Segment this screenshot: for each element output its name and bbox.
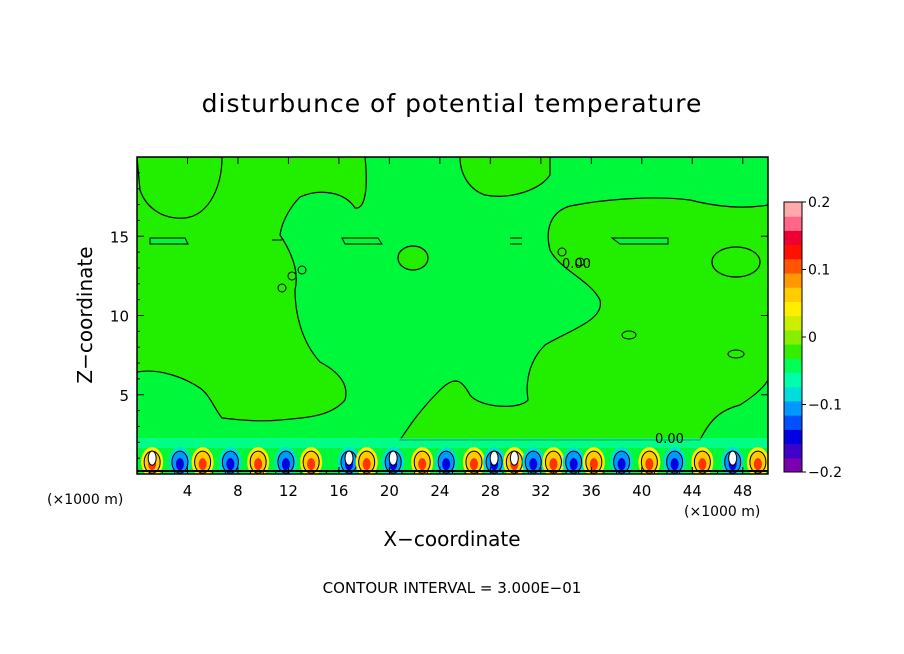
cell-core: [281, 458, 290, 471]
colorbar-label: −0.2: [808, 465, 842, 481]
cell-core: [529, 458, 538, 471]
cell-core: [307, 458, 316, 471]
x-tick-label: 40: [632, 482, 651, 500]
cell-core: [226, 458, 235, 471]
x-tick-label: 32: [531, 482, 550, 500]
x-unit-right: (×1000 m): [684, 504, 760, 520]
surface-band: [137, 438, 768, 448]
cell-core: [549, 458, 558, 471]
cell-core: [175, 458, 184, 471]
cell-core: [753, 458, 762, 471]
cell-peak: [509, 450, 519, 466]
y-tick-label: 15: [110, 228, 129, 246]
colorbar-label: 0.1: [808, 263, 830, 279]
x-tick-label: 24: [430, 482, 449, 500]
y-tick-label: 5: [119, 387, 129, 405]
field-region-center: [137, 157, 768, 474]
x-axis-label: X−coordinate: [383, 527, 520, 551]
x-tick-label: 28: [481, 482, 500, 500]
surface-cells: [137, 447, 768, 474]
slab: [610, 237, 669, 245]
x-axis: 4 8 12 16 20 24 28 32 36 40 44 48: [149, 157, 756, 500]
cell-core: [569, 458, 578, 471]
colorbar-swatch: [784, 415, 802, 430]
slab: [341, 237, 383, 245]
cell-core: [645, 458, 654, 471]
colorbar-swatch: [784, 400, 802, 416]
colorbar-label: 0.2: [808, 195, 830, 211]
contour-interval-note: CONTOUR INTERVAL = 3.000E−01: [323, 579, 582, 597]
colorbar-swatch: [784, 386, 802, 402]
colorbar-swatch: [784, 329, 802, 345]
x-tick-label: 4: [183, 482, 193, 500]
field-region-top-left: [137, 157, 223, 219]
colorbar-swatch: [784, 230, 802, 246]
colorbar-swatch: [784, 429, 802, 445]
contour-loop: [575, 257, 585, 267]
cell-core: [698, 458, 707, 471]
y-axis: 5 10 15: [110, 172, 768, 459]
contour-label: 0.00: [562, 257, 591, 272]
cell-core: [589, 458, 598, 471]
slab: [149, 237, 189, 245]
colorbar-swatch: [784, 216, 802, 231]
chart-title: disturbunce of potential temperature: [202, 89, 703, 118]
colorbar-swatch: [784, 301, 802, 317]
contour-loop: [297, 265, 307, 275]
contour-loop: [621, 330, 637, 340]
cell-peak: [489, 450, 499, 466]
colorbar-swatch: [784, 372, 802, 388]
cell-core: [617, 458, 626, 471]
x-tick-label: 20: [380, 482, 399, 500]
contour-loop: [277, 283, 287, 293]
cell-core: [418, 458, 427, 471]
colorbar-label: −0.1: [808, 398, 842, 414]
cell-core: [469, 458, 478, 471]
colorbar-swatch: [784, 457, 802, 473]
y-tick-label: 10: [110, 308, 129, 326]
colorbar-swatch: [784, 358, 802, 374]
colorbar: 0.2 0.1 0 −0.1 −0.2: [783, 195, 842, 481]
x-tick-label: 48: [733, 482, 752, 500]
cell-core: [198, 458, 207, 471]
colorbar-swatch: [784, 443, 802, 459]
colorbar-swatch: [784, 287, 802, 302]
x-tick-label: 12: [279, 482, 298, 500]
cell-peak: [344, 450, 354, 466]
colorbar-swatch: [784, 258, 802, 274]
colorbar-swatch: [784, 202, 802, 217]
colorbar-swatch: [784, 344, 802, 359]
x-unit-left: (×1000 m): [47, 492, 123, 508]
colorbar-swatch: [784, 315, 802, 331]
contour-loop: [397, 245, 429, 271]
cell-core: [442, 458, 451, 471]
cell-peak: [388, 450, 398, 466]
colorbar-label: 0: [808, 330, 817, 346]
cell-core: [362, 458, 371, 471]
contour-loop: [711, 246, 761, 278]
contour-loop: [727, 349, 745, 359]
x-tick-label: 44: [683, 482, 702, 500]
colorbar-swatch: [784, 244, 802, 260]
colorbar-swatch: [784, 273, 802, 288]
x-tick-label: 16: [329, 482, 348, 500]
contour-loop: [557, 247, 567, 257]
contour-loop: [287, 271, 297, 281]
contour-label: 0.00: [655, 432, 684, 447]
cell-core: [254, 458, 263, 471]
x-tick-label: 8: [233, 482, 243, 500]
x-tick-label: 36: [582, 482, 601, 500]
cell-peak: [728, 450, 738, 466]
plot-area: 0.00 0.00: [137, 157, 768, 474]
cell-peak: [147, 450, 157, 466]
y-axis-label: Z−coordinate: [73, 246, 97, 383]
cell-core: [670, 458, 679, 471]
